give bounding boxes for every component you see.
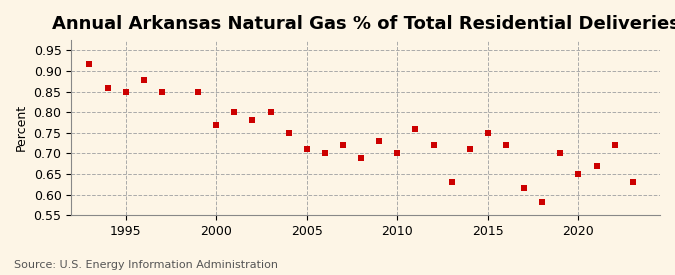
Point xyxy=(537,200,547,204)
Point xyxy=(410,126,421,131)
Point xyxy=(120,89,131,94)
Point xyxy=(610,143,620,147)
Point xyxy=(356,155,367,160)
Y-axis label: Percent: Percent xyxy=(15,104,28,151)
Point xyxy=(501,143,512,147)
Point xyxy=(157,89,167,94)
Point xyxy=(247,118,258,123)
Point xyxy=(102,86,113,90)
Point xyxy=(211,122,221,127)
Point xyxy=(374,139,385,143)
Point xyxy=(519,186,530,191)
Point xyxy=(555,151,566,156)
Point xyxy=(84,62,95,67)
Title: Annual Arkansas Natural Gas % of Total Residential Deliveries: Annual Arkansas Natural Gas % of Total R… xyxy=(52,15,675,33)
Point xyxy=(319,151,330,156)
Text: Source: U.S. Energy Information Administration: Source: U.S. Energy Information Administ… xyxy=(14,260,277,270)
Point xyxy=(338,143,348,147)
Point xyxy=(229,110,240,114)
Point xyxy=(265,110,276,114)
Point xyxy=(192,89,203,94)
Point xyxy=(446,180,457,185)
Point xyxy=(573,172,584,176)
Point xyxy=(591,164,602,168)
Point xyxy=(628,180,639,185)
Point xyxy=(284,131,294,135)
Point xyxy=(392,151,403,156)
Point xyxy=(301,147,312,152)
Point xyxy=(428,143,439,147)
Point xyxy=(138,78,149,82)
Point xyxy=(483,131,493,135)
Point xyxy=(464,147,475,152)
